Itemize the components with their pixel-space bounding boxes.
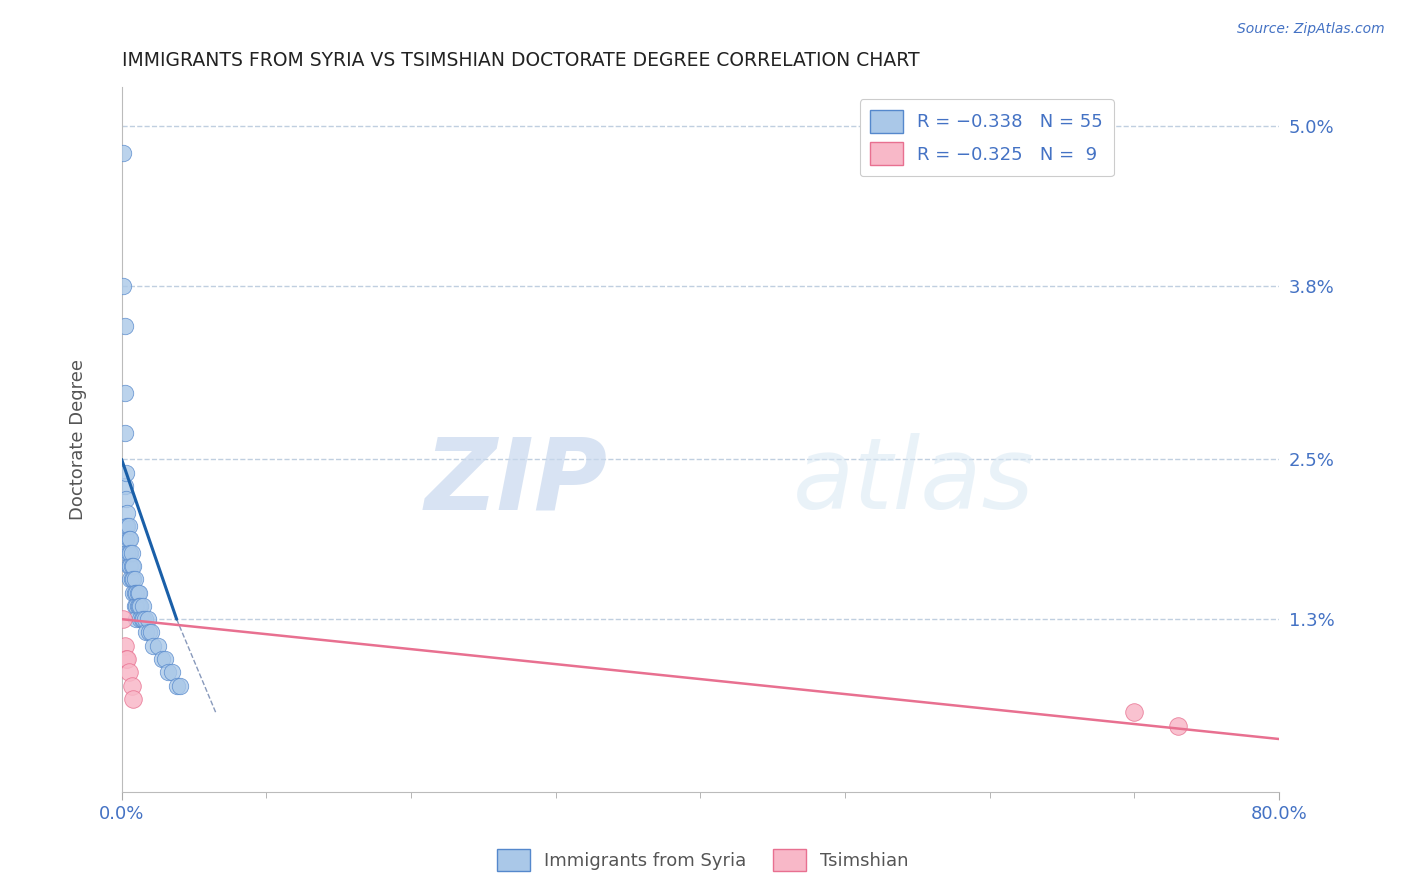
Point [166,679,188,693]
Point [156,665,179,680]
Point [1123,706,1146,720]
Point [142,639,165,653]
Point [115,533,138,547]
Point [117,652,139,666]
Point [115,652,138,666]
Point [129,612,152,626]
Legend: Immigrants from Syria, Tsimshian: Immigrants from Syria, Tsimshian [489,842,917,879]
Point [122,572,145,586]
Point [139,625,162,640]
Point [118,545,141,559]
Point [118,533,141,547]
Text: Source: ZipAtlas.com: Source: ZipAtlas.com [1237,22,1385,37]
Point [112,612,135,626]
Point [121,572,143,586]
Point [118,558,141,573]
Point [124,585,146,599]
Point [121,545,143,559]
Point [115,519,138,533]
Point [122,692,145,706]
Text: Doctorate Degree: Doctorate Degree [69,359,87,520]
Point [115,492,138,507]
Point [118,665,141,680]
Point [117,506,139,520]
Point [128,585,150,599]
Point [135,625,157,640]
Point [120,558,142,573]
Point [121,558,143,573]
Point [124,572,146,586]
Point [162,665,184,680]
Point [112,279,135,293]
Point [136,612,159,626]
Point [114,479,136,493]
Text: IMMIGRANTS FROM SYRIA VS TSIMSHIAN DOCTORATE DEGREE CORRELATION CHART: IMMIGRANTS FROM SYRIA VS TSIMSHIAN DOCTO… [122,51,920,70]
Point [120,572,142,586]
Point [127,585,149,599]
Point [146,639,169,653]
Point [124,599,146,613]
Point [122,585,145,599]
Point [169,679,191,693]
Legend: R = −0.338   N = 55, R = −0.325   N =  9: R = −0.338 N = 55, R = −0.325 N = 9 [859,99,1114,176]
Text: atlas: atlas [793,434,1035,530]
Point [118,519,141,533]
Point [132,599,155,613]
Text: ZIP: ZIP [425,434,607,530]
Point [125,612,148,626]
Point [114,639,136,653]
Point [131,612,153,626]
Point [129,599,152,613]
Point [120,545,142,559]
Point [114,385,136,400]
Point [112,146,135,161]
Point [117,519,139,533]
Point [125,599,148,613]
Point [125,585,148,599]
Point [134,612,156,626]
Point [127,599,149,613]
Point [114,319,136,334]
Point [114,425,136,440]
Point [121,679,143,693]
Point [150,652,173,666]
Point [138,625,160,640]
Point [1167,719,1189,733]
Point [128,599,150,613]
Point [153,652,176,666]
Point [132,612,155,626]
Point [115,466,138,480]
Point [122,558,145,573]
Point [117,545,139,559]
Point [120,533,142,547]
